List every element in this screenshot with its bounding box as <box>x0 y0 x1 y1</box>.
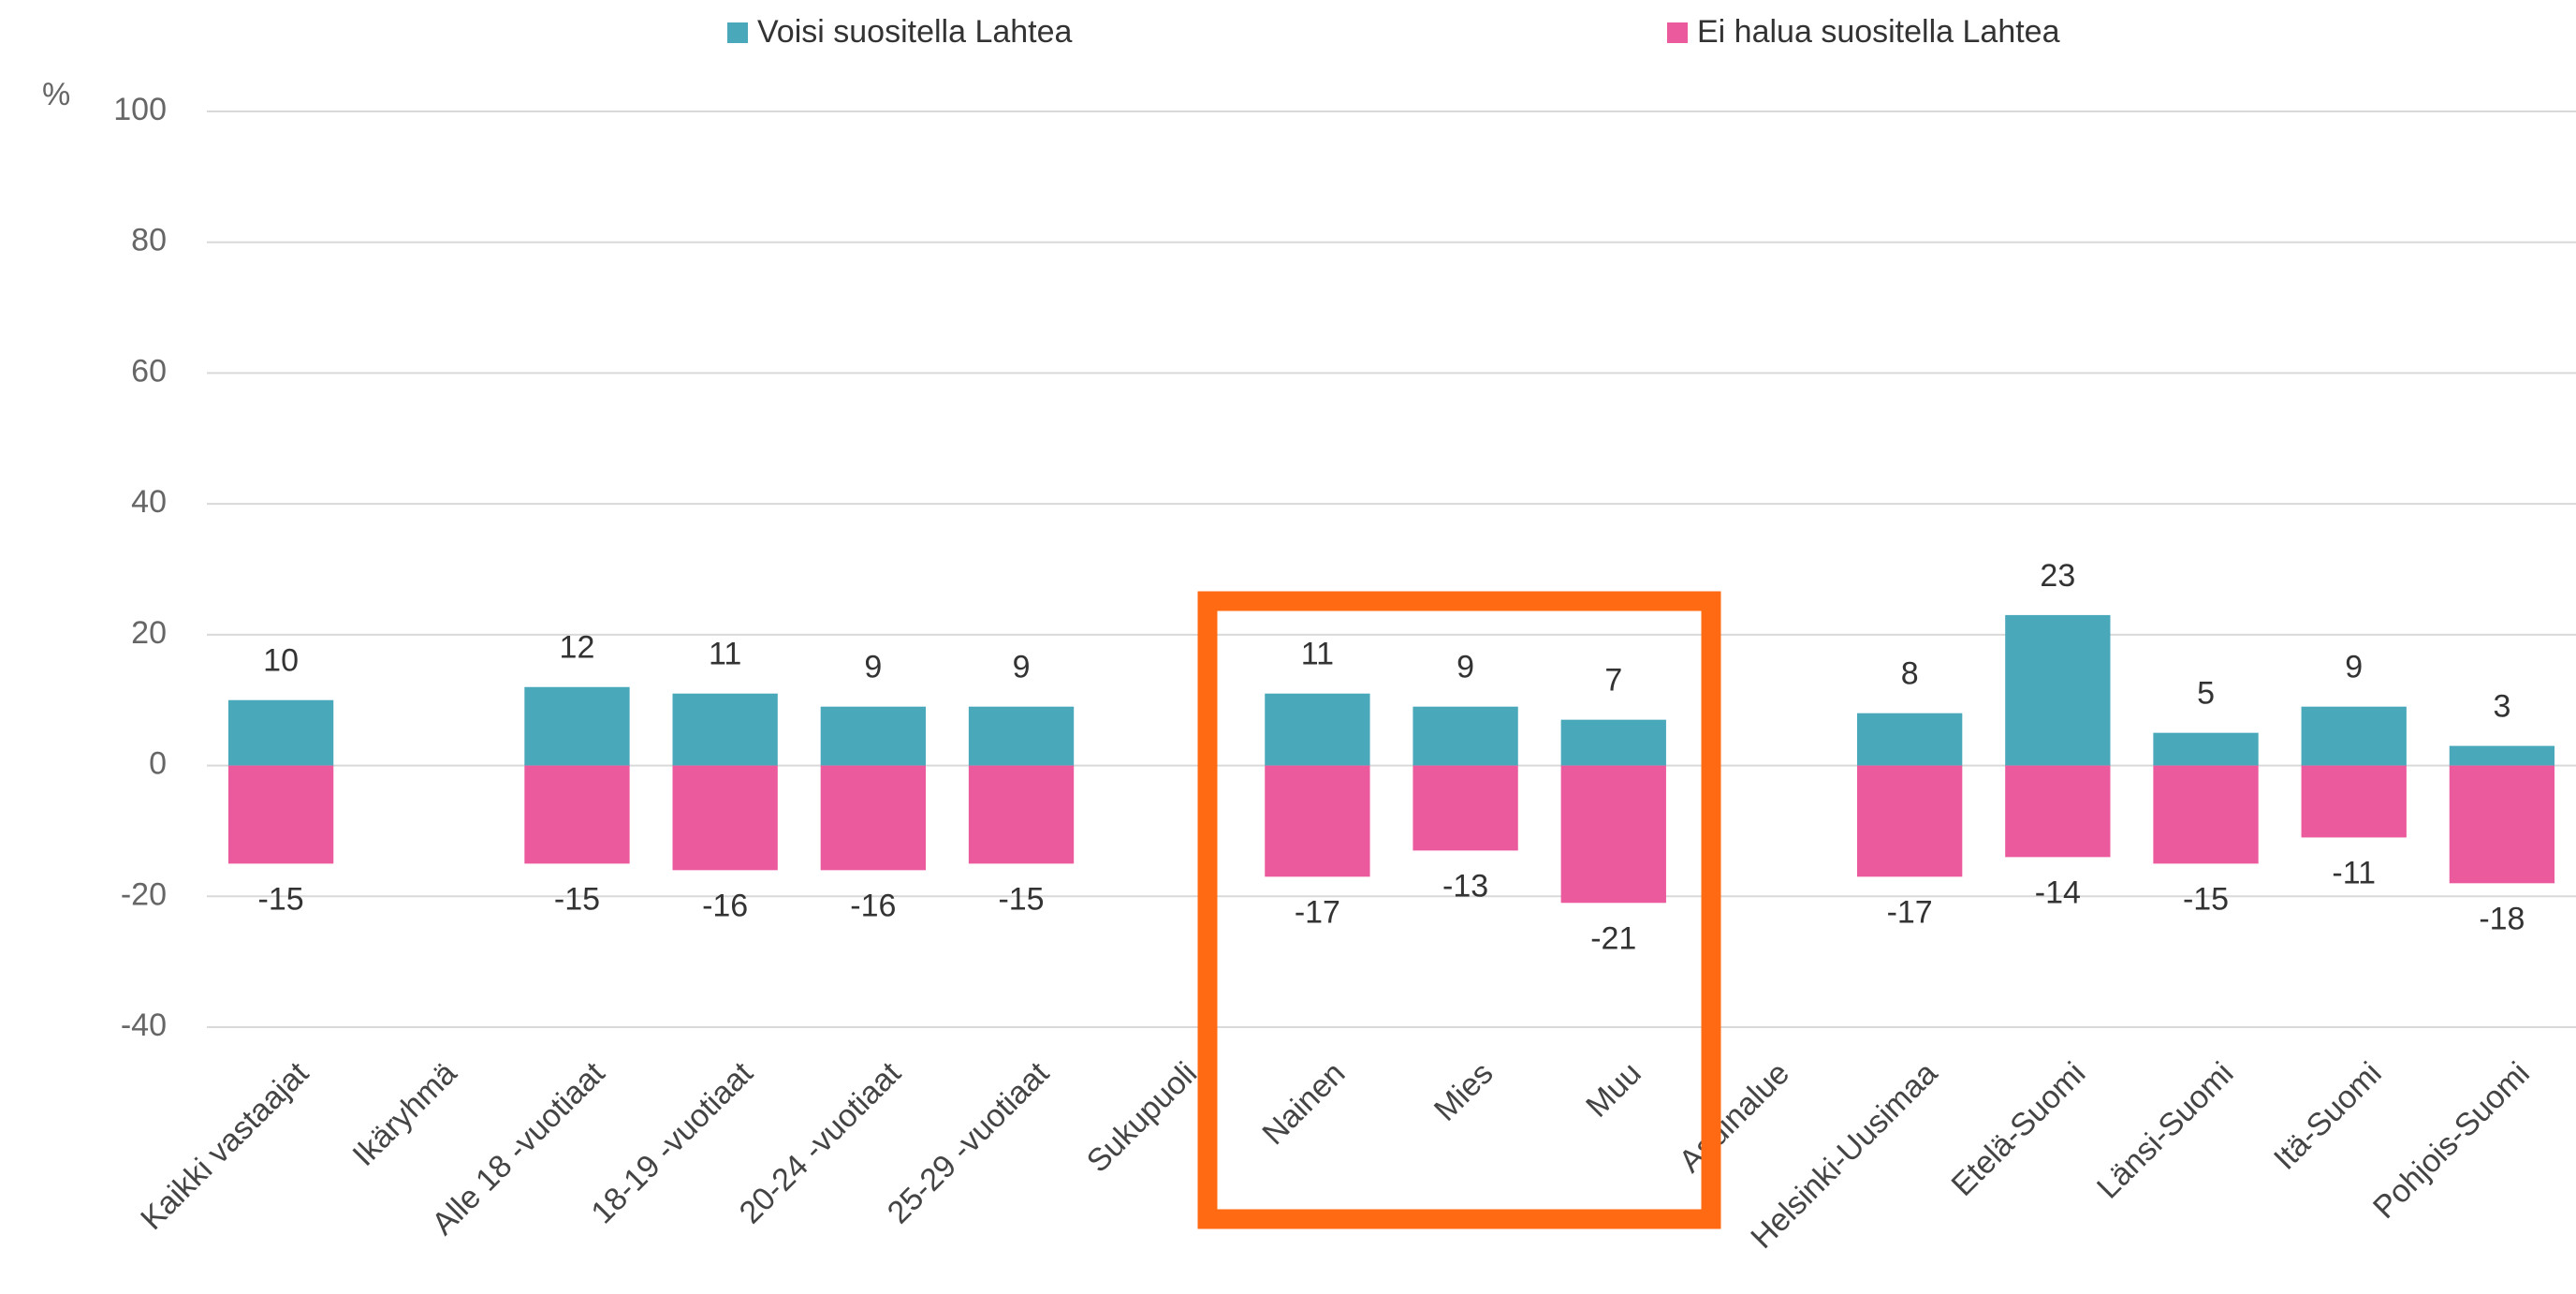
data-label: 9 <box>1456 650 1474 685</box>
bar <box>1560 719 1666 766</box>
x-tick-label: Ikäryhmä <box>346 1055 464 1173</box>
data-label: 9 <box>864 650 882 685</box>
bar <box>2301 706 2407 766</box>
x-tick-label: Asuinalue <box>1673 1055 1796 1179</box>
bar <box>2301 765 2407 838</box>
data-label: 11 <box>1301 637 1334 672</box>
legend-swatch <box>1667 22 1688 43</box>
y-tick-label: 60 <box>131 353 167 389</box>
data-label: -11 <box>2332 855 2376 890</box>
bar <box>524 686 630 766</box>
bar <box>968 706 1075 766</box>
x-tick-label: Sukupuoli <box>1080 1055 1204 1179</box>
data-label: -21 <box>1590 920 1636 956</box>
y-tick-label: 80 <box>131 223 167 258</box>
data-label: -17 <box>1887 894 1933 930</box>
bar <box>524 765 630 864</box>
x-tick-label: Pohjois-Suomi <box>2366 1055 2537 1226</box>
bar <box>1412 765 1518 851</box>
bar <box>1412 706 1518 766</box>
data-label: 23 <box>2040 558 2075 594</box>
data-label: -15 <box>998 881 1044 917</box>
bar <box>1856 713 1963 766</box>
data-label: 8 <box>1901 656 1919 692</box>
bar <box>2005 765 2111 858</box>
y-tick-label: -40 <box>121 1007 167 1043</box>
data-label: -16 <box>702 888 748 923</box>
bar <box>2449 765 2555 884</box>
legend-swatch <box>727 22 748 43</box>
data-label: 9 <box>1013 650 1031 685</box>
bar <box>1265 693 1370 766</box>
data-label: 7 <box>1604 663 1622 698</box>
bar <box>2153 732 2259 766</box>
data-label: 3 <box>2493 689 2510 725</box>
bar <box>2153 765 2259 864</box>
highlight-box <box>1197 591 1721 1229</box>
bar <box>2449 745 2555 766</box>
data-label: -15 <box>2183 881 2229 917</box>
x-tick-label: Mies <box>1427 1055 1500 1128</box>
data-label: -16 <box>850 888 896 923</box>
x-tick-label: Länsi-Suomi <box>2090 1055 2241 1206</box>
legend-label: Voisi suositella Lahtea <box>757 14 1073 50</box>
y-tick-label: 40 <box>131 484 167 520</box>
data-label: -15 <box>258 881 304 917</box>
bar <box>227 765 334 864</box>
data-label: -13 <box>1442 868 1488 904</box>
bar <box>820 706 927 766</box>
bar <box>227 699 334 766</box>
data-label: 9 <box>2345 650 2363 685</box>
x-tick-label: Itä-Suomi <box>2267 1055 2389 1177</box>
bar <box>672 693 778 766</box>
bar <box>968 765 1075 864</box>
data-label: 5 <box>2197 676 2215 712</box>
bar <box>1560 765 1666 904</box>
y-tick-label: -20 <box>121 876 167 912</box>
data-label: 10 <box>263 643 299 679</box>
bar <box>2005 614 2111 766</box>
y-tick-label: 20 <box>131 615 167 651</box>
data-label: -18 <box>2479 901 2525 936</box>
data-label: 11 <box>709 637 741 672</box>
x-tick-label: Nainen <box>1255 1055 1352 1152</box>
data-label: -14 <box>2035 875 2081 910</box>
x-tick-label: Kaikki vastaajat <box>134 1055 315 1237</box>
data-label: -17 <box>1295 894 1340 930</box>
bar <box>1265 765 1370 877</box>
y-axis-label: % <box>42 77 70 112</box>
y-tick-label: 100 <box>113 92 167 127</box>
x-tick-label: Etelä-Suomi <box>1945 1055 2093 1203</box>
legend-label: Ei halua suositella Lahtea <box>1697 14 2060 50</box>
y-tick-label: 0 <box>149 746 167 782</box>
x-tick-label: Muu <box>1579 1055 1648 1125</box>
bar <box>820 765 927 871</box>
data-label: -15 <box>554 881 600 917</box>
bar <box>672 765 778 871</box>
data-label: 12 <box>560 630 595 666</box>
bar <box>1856 765 1963 877</box>
